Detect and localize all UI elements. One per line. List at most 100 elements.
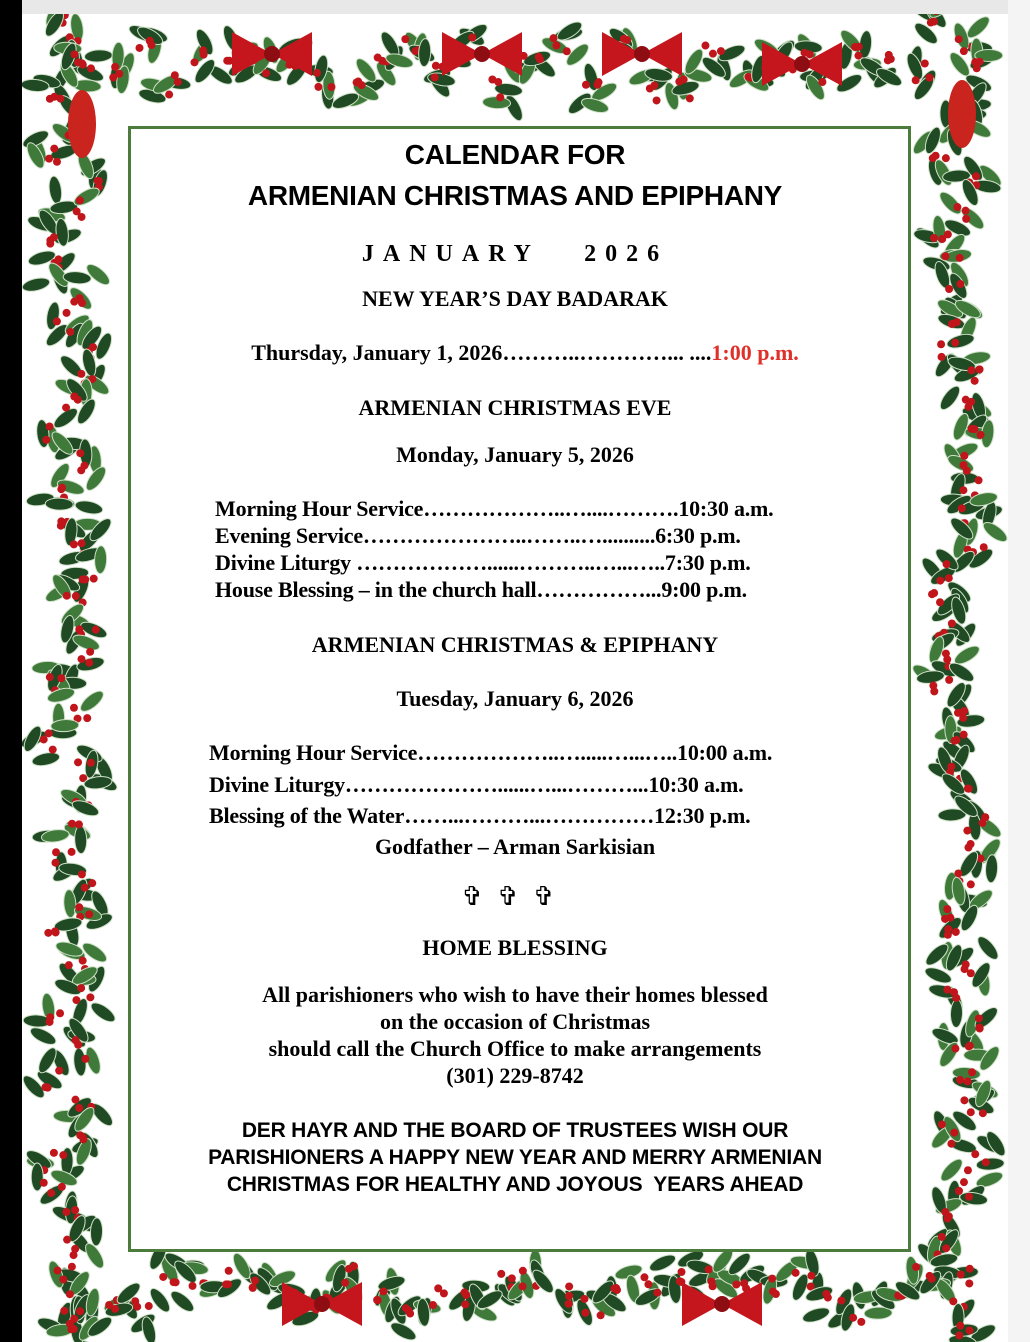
berry-icon — [44, 729, 53, 738]
berry-icon — [944, 574, 953, 583]
berry-icon — [314, 82, 323, 91]
holly-leaf-icon — [718, 44, 746, 62]
holly-leaf-icon — [89, 1217, 104, 1247]
berry-icon — [57, 1182, 66, 1191]
berry-icon — [942, 560, 951, 569]
berry-icon — [350, 1262, 359, 1271]
christmas-day-heading: ARMENIAN CHRISTMAS & EPIPHANY — [311, 632, 719, 657]
berry-icon — [930, 687, 939, 696]
holly-leaf-icon — [29, 1027, 57, 1045]
berry-icon — [144, 1302, 153, 1311]
holly-leaf-icon — [390, 1322, 417, 1341]
berry-icon — [960, 1096, 969, 1105]
berry-icon — [956, 1270, 965, 1279]
holly-leaf-icon — [931, 1027, 959, 1045]
berry-icon — [431, 61, 440, 70]
berry-icon — [199, 50, 208, 59]
holly-leaf-icon — [85, 1287, 100, 1317]
berry-icon — [188, 1281, 197, 1290]
berry-icon — [564, 1299, 573, 1308]
holly-leaf-icon — [979, 1046, 1000, 1071]
holly-leaf-icon — [906, 52, 924, 81]
holly-leaf-icon — [355, 58, 377, 83]
month-heading: JANUARY 2026 — [361, 241, 669, 267]
berry-icon — [39, 1178, 48, 1187]
holly-leaf-icon — [954, 299, 981, 319]
holly-leaf-icon — [836, 73, 863, 93]
berry-icon — [941, 914, 950, 923]
berry-icon — [975, 365, 984, 374]
holly-leaf-icon — [82, 942, 108, 963]
berry-icon — [159, 1272, 168, 1281]
berry-icon — [937, 340, 946, 349]
berry-icon — [937, 352, 946, 361]
berry-icon — [86, 64, 95, 73]
holly-leaf-icon — [68, 1017, 89, 1043]
berry-icon — [962, 214, 971, 223]
ribbon-knot-icon — [714, 1296, 730, 1312]
calendar-frame — [128, 126, 911, 1252]
berry-icon — [69, 703, 78, 712]
berry-icon — [401, 35, 410, 44]
holly-leaf-icon — [977, 936, 999, 960]
berry-icon — [507, 1274, 516, 1283]
berry-icon — [945, 284, 954, 293]
berry-icon — [411, 47, 420, 56]
berry-icon — [404, 1306, 413, 1315]
berry-icon — [943, 985, 952, 994]
holly-leaf-icon — [644, 67, 674, 82]
berry-icon — [248, 1283, 257, 1292]
holly-leaf-icon — [427, 72, 456, 87]
holly-leaf-icon — [72, 634, 100, 651]
holly-leaf-icon — [85, 466, 107, 491]
holly-leaf-icon — [46, 687, 76, 703]
berry-icon — [837, 1296, 846, 1305]
berry-icon — [961, 206, 970, 215]
berry-icon — [72, 996, 81, 1005]
berry-icon — [594, 78, 603, 87]
berry-icon — [83, 714, 92, 723]
holly-leaf-icon — [68, 1215, 86, 1243]
berry-icon — [75, 903, 84, 912]
holly-leaf-icon — [919, 1270, 942, 1295]
holly-leaf-icon — [937, 299, 964, 318]
berry-icon — [78, 298, 87, 307]
berry-icon — [52, 157, 61, 166]
holly-leaf-icon — [954, 645, 980, 665]
berry-icon — [562, 47, 571, 56]
berry-icon — [685, 94, 694, 103]
berry-icon — [62, 591, 71, 600]
holly-leaf-icon — [954, 795, 978, 818]
berry-icon — [716, 47, 725, 56]
berry-icon — [352, 78, 361, 87]
berry-icon — [959, 486, 968, 495]
home-blessing-text: on the occasion of Christmas — [379, 1009, 651, 1034]
page-edge-top — [0, 0, 1030, 14]
holly-leaf-icon — [71, 800, 100, 817]
berry-icon — [768, 1274, 777, 1283]
berry-icon — [552, 41, 561, 50]
berry-icon — [222, 1280, 231, 1289]
berry-icon — [77, 466, 86, 475]
holly-leaf-icon — [22, 1075, 45, 1099]
holly-leaf-icon — [26, 142, 45, 169]
holly-leaf-icon — [959, 851, 979, 877]
berry-icon — [933, 14, 939, 15]
berry-icon — [925, 73, 934, 82]
holly-leaf-icon — [924, 967, 952, 984]
holly-leaf-icon — [418, 38, 432, 68]
holly-leaf-icon — [38, 1047, 57, 1074]
berry-icon — [963, 826, 972, 835]
berry-icon — [851, 42, 860, 51]
berry-icon — [945, 675, 954, 684]
berry-icon — [496, 93, 505, 102]
berry-icon — [806, 1282, 815, 1291]
berry-icon — [45, 154, 54, 163]
berry-icon — [131, 1297, 140, 1306]
new-year-heading: NEW YEAR’S DAY BADARAK — [362, 286, 668, 311]
holly-leaf-icon — [85, 1046, 101, 1075]
berry-icon — [581, 80, 590, 89]
berry-icon — [518, 1266, 527, 1275]
holly-leaf-icon — [94, 545, 108, 575]
berry-icon — [313, 68, 322, 77]
